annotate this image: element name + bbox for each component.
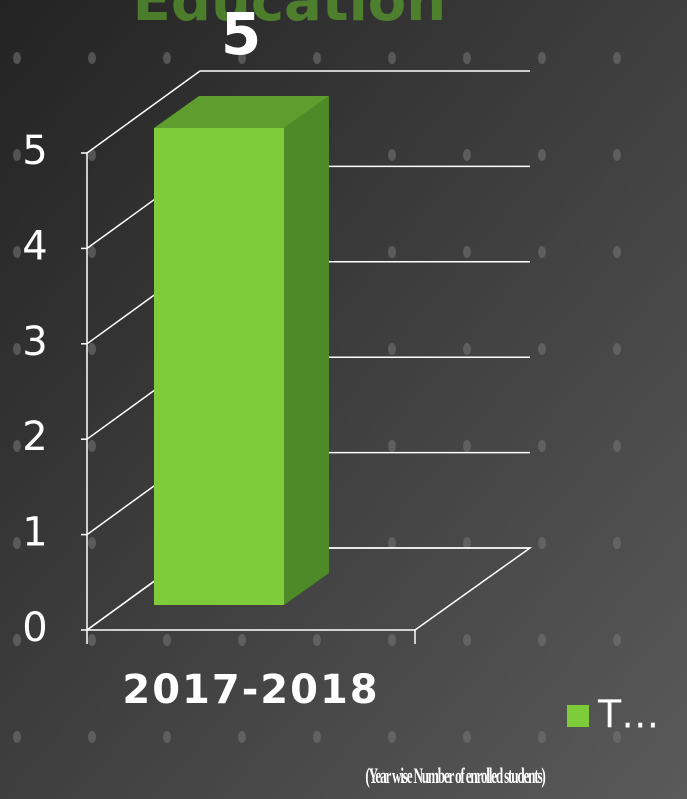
y-tick-label: 3 xyxy=(22,319,47,365)
y-tick-label: 0 xyxy=(22,605,47,651)
bar xyxy=(154,128,284,605)
data-label: 5 xyxy=(221,0,261,68)
y-tick-label: 2 xyxy=(22,414,47,460)
caption: (Year wise Number of enrolled students) xyxy=(365,764,545,789)
bar-side xyxy=(284,96,329,605)
plot-area: 0 1 2 3 4 5 2017-2018 5 T… xyxy=(22,0,659,736)
bar-top xyxy=(154,96,329,128)
y-tick-label: 5 xyxy=(22,128,47,174)
x-tick-label: 2017-2018 xyxy=(122,667,379,713)
y-tick-label: 1 xyxy=(22,510,47,556)
y-tick-label: 4 xyxy=(22,223,47,269)
slide-title: Education’ xyxy=(133,0,468,34)
legend-swatch xyxy=(567,705,589,727)
grid-line xyxy=(86,70,530,154)
legend-label: T… xyxy=(597,693,659,737)
